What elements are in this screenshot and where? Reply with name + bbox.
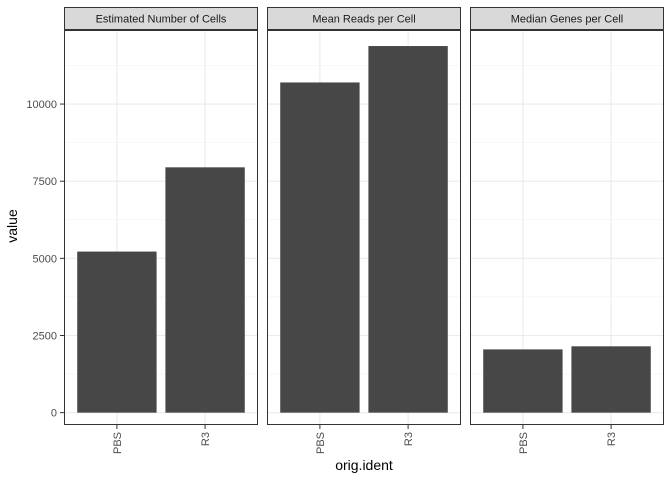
facet-strip [470, 7, 664, 30]
facet-strip-title: Estimated Number of Cells [96, 14, 227, 26]
panel-border [267, 30, 461, 425]
y-axis-title: value [4, 209, 20, 243]
x-tick-label: PBS [112, 432, 124, 454]
bar [165, 167, 245, 413]
facet-strip [267, 7, 461, 30]
x-tick-label: R3 [403, 432, 415, 446]
panel-border [470, 30, 664, 425]
bar [368, 46, 448, 413]
x-axis-title: orig.ident [335, 457, 393, 473]
y-tick-label: 5000 [33, 253, 57, 265]
y-tick-label: 2500 [33, 331, 57, 343]
x-tick-label: R3 [200, 432, 212, 446]
bar [483, 349, 563, 413]
y-tick-label: 7500 [33, 176, 57, 188]
facet-strip-title: Mean Reads per Cell [312, 14, 415, 26]
facet-panel: Mean Reads per Cell PBS R3 [267, 7, 461, 454]
y-tick-label: 0 [51, 408, 57, 420]
y-tick-label: 10000 [26, 99, 57, 111]
bar [571, 346, 651, 413]
x-tick-label: R3 [606, 432, 618, 446]
facet-panel: Estimated Number of Cells PBS R3 [64, 7, 258, 454]
panel-border [64, 30, 258, 425]
facet-strip [64, 7, 258, 30]
facet-strip-title: Median Genes per Cell [511, 14, 624, 26]
x-tick-label: PBS [315, 432, 327, 454]
facet-panel: Median Genes per Cell PBS R3 [470, 7, 664, 454]
x-tick-label: PBS [518, 432, 530, 454]
bar [280, 82, 360, 413]
bar [77, 251, 157, 413]
y-axis: 0 2500 5000 7500 10000 [26, 99, 64, 420]
